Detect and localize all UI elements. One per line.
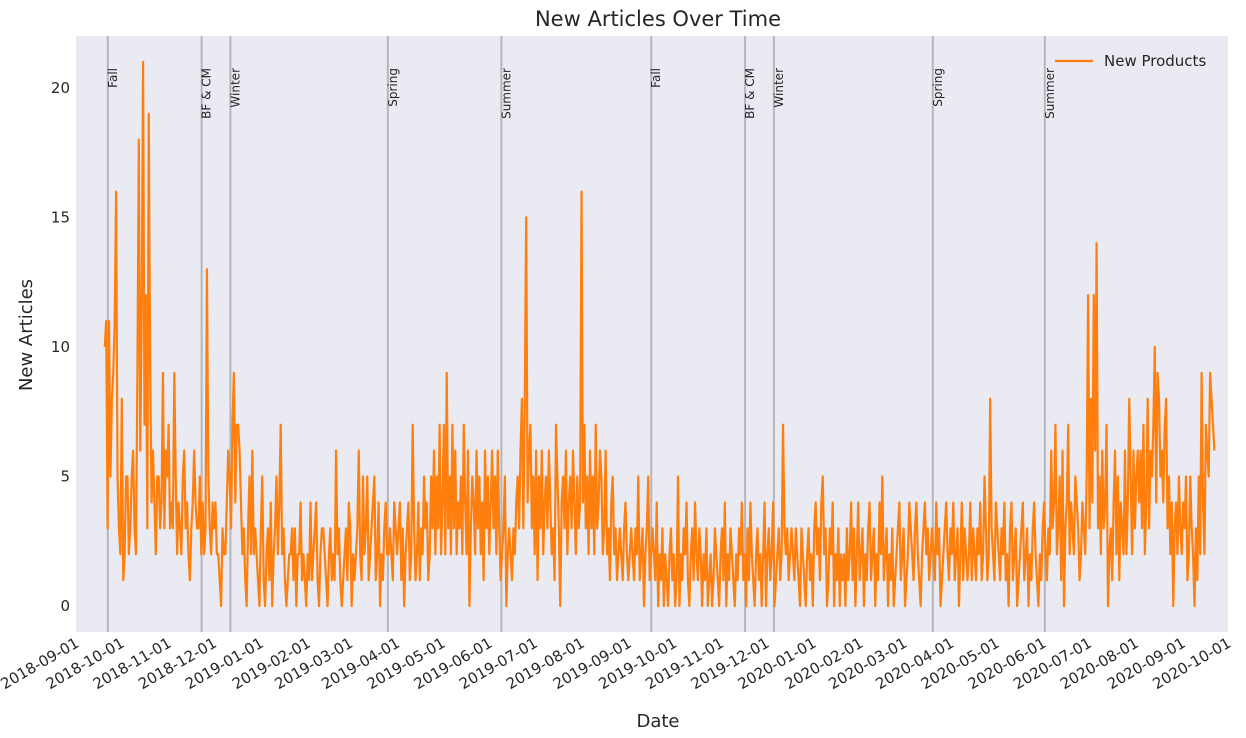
- season-marker-label-3: Spring: [386, 68, 400, 107]
- x-axis-ticks: 2018-09-012018-10-012018-11-012018-12-01…: [0, 634, 1234, 693]
- y-tick-label-4: 20: [51, 79, 70, 97]
- season-marker-label-6: BF & CM: [743, 68, 757, 119]
- y-tick-label-1: 5: [60, 468, 70, 486]
- series-layer: [103, 60, 1216, 608]
- season-marker-label-5: Fall: [649, 68, 663, 88]
- chart-title: New Articles Over Time: [535, 7, 781, 31]
- y-tick-label-3: 15: [51, 208, 70, 226]
- season-marker-label-2: Winter: [228, 68, 242, 108]
- season-marker-label-0: Fall: [106, 68, 120, 88]
- x-axis-label: Date: [636, 711, 679, 732]
- season-marker-label-7: Winter: [772, 68, 786, 108]
- legend-label-new-products: New Products: [1104, 52, 1206, 70]
- season-marker-label-8: Spring: [931, 68, 945, 107]
- season-marker-labels: Fall BF & CM Winter Spring Summer Fall BF & CM…: [106, 68, 1057, 119]
- season-marker-label-4: Summer: [499, 68, 513, 119]
- season-marker-label-9: Summer: [1043, 68, 1057, 119]
- y-axis-label: New Articles: [16, 279, 37, 391]
- y-tick-label-2: 10: [51, 338, 70, 356]
- series-line-0: [103, 60, 1216, 608]
- legend: New Products: [1055, 52, 1206, 70]
- season-marker-label-1: BF & CM: [200, 68, 214, 119]
- y-tick-label-0: 0: [60, 597, 70, 615]
- y-axis-ticks: 0 5 10 15 20: [51, 79, 70, 615]
